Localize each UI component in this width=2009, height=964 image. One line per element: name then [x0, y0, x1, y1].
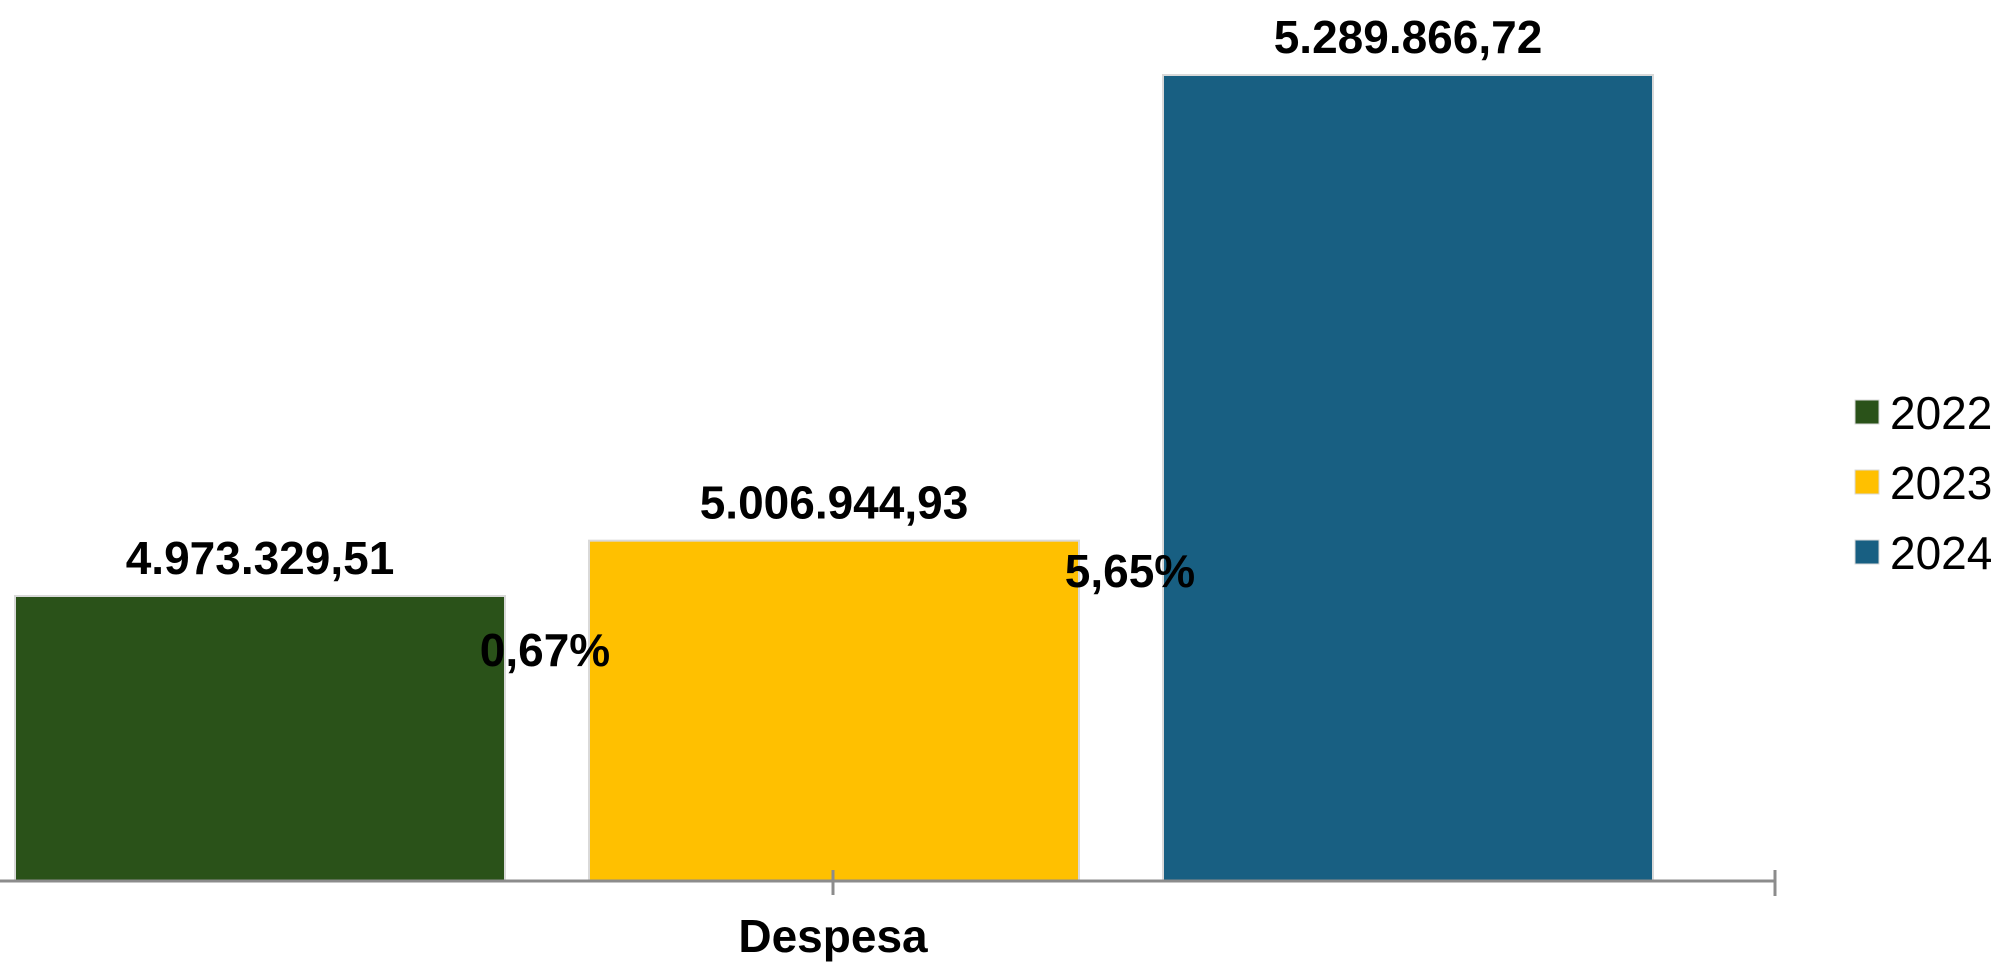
growth-label-2024: 5,65%: [1065, 545, 1195, 597]
legend-swatch-2022: [1854, 399, 1880, 425]
value-label-2023: 5.006.944,93: [700, 477, 969, 529]
bar-2022: [14, 595, 506, 882]
bar-2023: [588, 539, 1080, 882]
bar-2024: [1162, 74, 1654, 882]
bars: [14, 74, 1654, 882]
x-category-label: Despesa: [738, 910, 928, 962]
value-labels: 4.973.329,51 5.006.944,93 5.289.866,72: [126, 11, 1543, 584]
growth-label-2023: 0,67%: [480, 624, 610, 676]
growth-labels: 0,67% 5,65%: [480, 545, 1195, 676]
x-axis: Despesa: [0, 870, 1777, 962]
legend-label-2023: 2023: [1890, 457, 1992, 509]
value-label-2024: 5.289.866,72: [1274, 11, 1543, 63]
value-label-2022: 4.973.329,51: [126, 532, 395, 584]
legend-label-2022: 2022: [1890, 387, 1992, 439]
legend: 2022 2023 2024: [1854, 387, 1992, 579]
legend-swatch-2023: [1854, 469, 1880, 495]
legend-swatch-2024: [1854, 539, 1880, 565]
legend-label-2024: 2024: [1890, 527, 1992, 579]
